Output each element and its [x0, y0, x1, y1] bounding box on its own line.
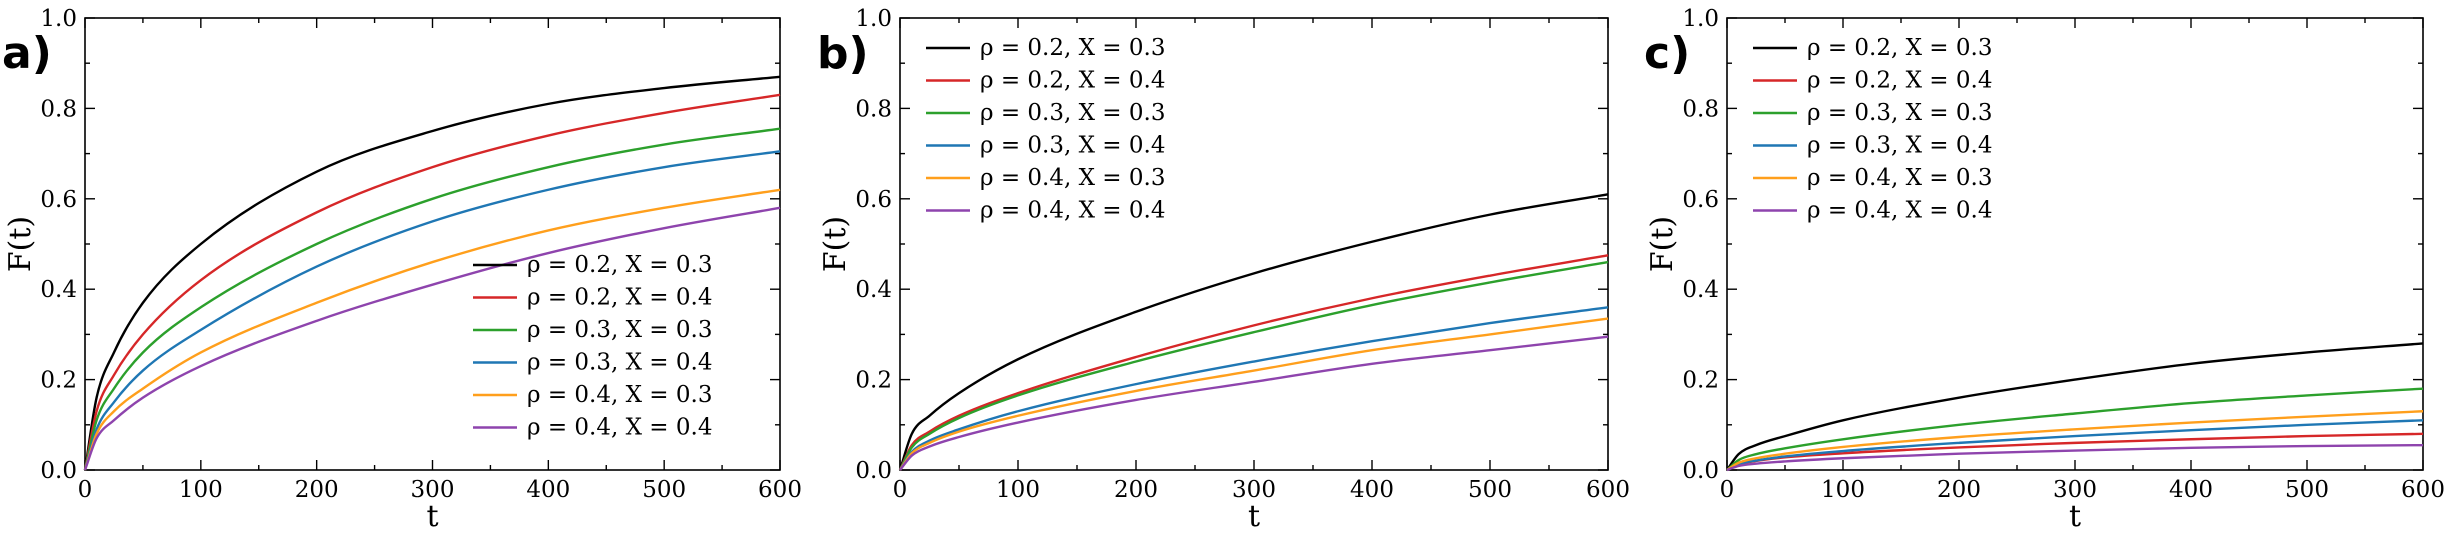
y-tick-label: 0.8 — [855, 96, 892, 122]
y-tick-label: 0.4 — [40, 277, 77, 303]
panel-letter: a) — [2, 28, 52, 79]
y-tick-label: 0.6 — [855, 187, 892, 213]
y-tick-label: 0.0 — [40, 458, 77, 484]
x-tick-label: 100 — [179, 477, 223, 503]
legend-entry: ρ = 0.2, X = 0.3 — [527, 252, 712, 278]
x-tick-label: 0 — [893, 477, 908, 503]
panel-2: b) 0 100 200 300 400 500 600 0.0 0.2 0.4 0.6 0.8 1.0 t… — [817, 6, 1630, 534]
x-tick-label: 300 — [1232, 477, 1276, 503]
legend-entry: ρ = 0.4, X = 0.3 — [1807, 165, 1992, 191]
x-tick-label: 300 — [411, 477, 455, 503]
series-line-4 — [1726, 419, 2424, 472]
legend-entry: ρ = 0.3, X = 0.4 — [527, 350, 712, 376]
x-tick-label: 500 — [642, 477, 686, 503]
y-tick-label: 0.0 — [1682, 458, 1719, 484]
legend-entry: ρ = 0.3, X = 0.4 — [980, 133, 1165, 159]
panel-1: a) 0 100 200 300 400 500 600 0.0 0.2 0.4 0.6 0.8 1.0 t… — [2, 6, 802, 534]
x-tick-label: 600 — [2401, 477, 2445, 503]
legend-entry: ρ = 0.4, X = 0.3 — [527, 382, 712, 408]
series-line-5 — [83, 188, 781, 471]
y-axis-label: F(t) — [1645, 216, 1680, 272]
x-tick-label: 400 — [2169, 477, 2213, 503]
series-line-6 — [899, 335, 1609, 471]
x-tick-label: 300 — [2053, 477, 2097, 503]
y-tick-label: 1.0 — [40, 6, 77, 32]
legend-entry: ρ = 0.2, X = 0.3 — [1807, 35, 1992, 61]
x-axis-label: t — [1248, 499, 1260, 534]
y-tick-label: 0.6 — [40, 187, 77, 213]
legend-entry: ρ = 0.4, X = 0.4 — [527, 415, 712, 441]
x-tick-label: 100 — [996, 477, 1040, 503]
series-line-1 — [83, 75, 781, 471]
y-tick-label: 0.0 — [855, 458, 892, 484]
legend-entry: ρ = 0.2, X = 0.4 — [527, 285, 712, 311]
y-axis-label: F(t) — [3, 216, 38, 272]
panel-letter: c) — [1644, 28, 1690, 79]
x-tick-label: 500 — [1468, 477, 1512, 503]
legend: ρ = 0.2, X = 0.3 ρ = 0.2, X = 0.4 ρ = 0.3,… — [473, 252, 712, 441]
series-line-4 — [898, 306, 1609, 471]
legend-entry: ρ = 0.2, X = 0.4 — [1807, 68, 1992, 94]
legend-entry: ρ = 0.2, X = 0.4 — [980, 68, 1165, 94]
series-line-3 — [83, 127, 781, 471]
legend: ρ = 0.2, X = 0.3 ρ = 0.2, X = 0.4 ρ = 0.3,… — [1753, 35, 1992, 224]
y-tick-label: 0.2 — [40, 368, 77, 394]
y-tick-label: 0.6 — [1682, 187, 1719, 213]
y-tick-label: 1.0 — [855, 6, 892, 32]
legend-entry: ρ = 0.3, X = 0.3 — [1807, 100, 1992, 126]
y-tick-label: 0.4 — [1682, 277, 1719, 303]
series-line-6 — [1726, 443, 2424, 472]
y-axis-label: F(t) — [818, 216, 853, 272]
legend-entry: ρ = 0.4, X = 0.3 — [980, 165, 1165, 191]
series-line-2 — [898, 254, 1609, 471]
legend-entry: ρ = 0.4, X = 0.4 — [1807, 198, 1992, 224]
y-tick-label: 1.0 — [1682, 6, 1719, 32]
x-tick-label: 100 — [1821, 477, 1865, 503]
series-line-4 — [83, 150, 781, 471]
x-axis-label: t — [2069, 499, 2081, 534]
series-line-3 — [1726, 387, 2424, 471]
legend-entry: ρ = 0.2, X = 0.3 — [980, 35, 1165, 61]
x-tick-label: 0 — [1720, 477, 1735, 503]
y-tick-label: 0.4 — [855, 277, 892, 303]
x-tick-label: 600 — [1586, 477, 1630, 503]
x-axis-label: t — [426, 499, 438, 534]
legend: ρ = 0.2, X = 0.3 ρ = 0.2, X = 0.4 ρ = 0.3,… — [926, 35, 1165, 224]
x-tick-label: 600 — [758, 477, 802, 503]
x-tick-label: 200 — [295, 477, 339, 503]
x-tick-label: 200 — [1937, 477, 1981, 503]
panel-3: c) 0 100 200 300 400 500 600 0.0 0.2 0.4 0.6 0.8 1.0 t… — [1644, 6, 2445, 534]
x-tick-label: 200 — [1114, 477, 1158, 503]
panel-letter: b) — [817, 28, 869, 79]
x-tick-label: 400 — [1350, 477, 1394, 503]
legend-entry: ρ = 0.3, X = 0.3 — [527, 317, 712, 343]
series-line-2 — [83, 93, 781, 471]
y-tick-label: 0.2 — [855, 368, 892, 394]
x-tick-label: 400 — [526, 477, 570, 503]
legend-entry: ρ = 0.3, X = 0.3 — [980, 100, 1165, 126]
series-line-5 — [899, 317, 1609, 471]
x-tick-label: 0 — [78, 477, 93, 503]
y-tick-label: 0.8 — [40, 96, 77, 122]
y-tick-label: 0.2 — [1682, 368, 1719, 394]
series-line-3 — [898, 260, 1609, 471]
series-line-5 — [1726, 410, 2424, 472]
y-tick-label: 0.8 — [1682, 96, 1719, 122]
legend-entry: ρ = 0.3, X = 0.4 — [1807, 133, 1992, 159]
series-line-6 — [83, 206, 781, 471]
series-line-1 — [898, 193, 1609, 471]
series-line-1 — [1726, 342, 2424, 471]
x-tick-label: 500 — [2285, 477, 2329, 503]
legend-entry: ρ = 0.4, X = 0.4 — [980, 198, 1165, 224]
